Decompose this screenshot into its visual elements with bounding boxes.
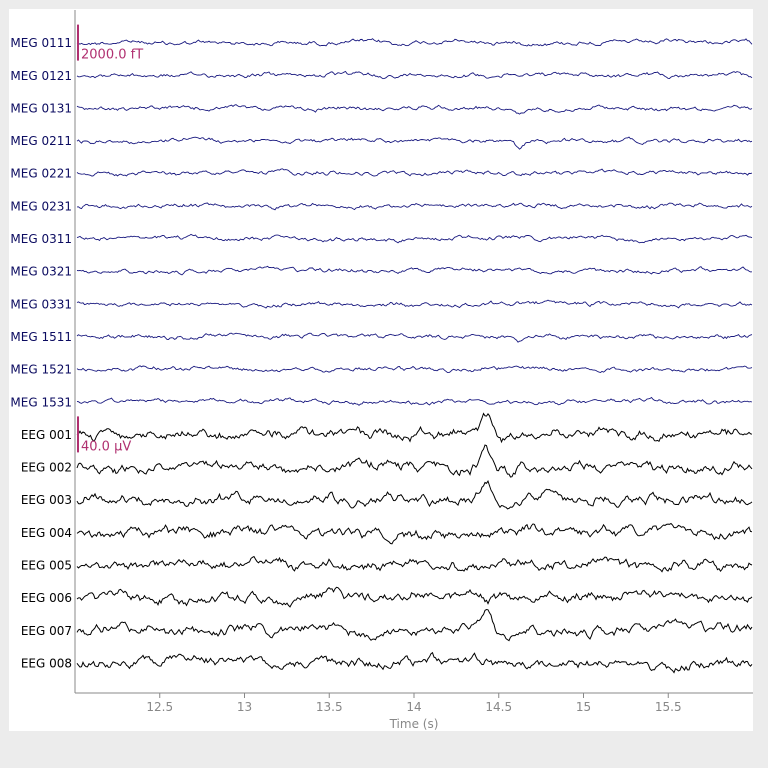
channel-label[interactable]: MEG 1531 <box>10 395 72 409</box>
x-tick-label: 12.5 <box>146 700 173 714</box>
trace-meg-0221 <box>76 168 753 177</box>
trace-meg-0111 <box>76 38 753 47</box>
channel-label[interactable]: MEG 0311 <box>10 232 72 246</box>
trace-eeg-003 <box>76 479 753 510</box>
trace-eeg-005 <box>76 555 753 573</box>
x-axis-label: Time (s) <box>389 717 439 731</box>
channel-label[interactable]: MEG 0211 <box>10 134 72 148</box>
channel-label[interactable]: MEG 0221 <box>10 167 72 181</box>
channel-label[interactable]: EEG 007 <box>21 624 72 638</box>
trace-meg-0321 <box>76 265 753 276</box>
channel-label[interactable]: EEG 008 <box>21 656 72 670</box>
channel-label[interactable]: MEG 0331 <box>10 297 72 311</box>
x-tick-label: 14 <box>406 700 421 714</box>
x-tick-label: 13 <box>237 700 252 714</box>
trace-meg-1531 <box>76 396 753 406</box>
scale-bars: 2000.0 fT 40.0 µV <box>77 24 143 454</box>
trace-meg-1511 <box>76 332 753 343</box>
channel-label[interactable]: MEG 0131 <box>10 101 72 115</box>
channel-label[interactable]: MEG 0231 <box>10 199 72 213</box>
x-tick-label: 15 <box>576 700 591 714</box>
trace-meg-0311 <box>76 233 753 244</box>
channel-label[interactable]: EEG 002 <box>21 461 72 475</box>
channel-label[interactable]: EEG 004 <box>21 526 72 540</box>
channel-label[interactable]: MEG 1521 <box>10 363 72 377</box>
channel-label[interactable]: EEG 003 <box>21 493 72 507</box>
channel-label[interactable]: EEG 001 <box>21 428 72 442</box>
channel-label[interactable]: MEG 0111 <box>10 36 72 50</box>
trace-eeg-008 <box>76 651 753 674</box>
trace-meg-0121 <box>76 70 753 80</box>
x-tick-label: 15.5 <box>655 700 682 714</box>
channel-label[interactable]: EEG 005 <box>21 559 72 573</box>
trace-eeg-006 <box>76 586 753 608</box>
trace-meg-1521 <box>76 365 753 374</box>
trace-meg-0231 <box>76 202 753 211</box>
x-axis: 12.5 13 13.5 14 14.5 15 15.5 Time (s) <box>74 10 753 731</box>
trace-eeg-001 <box>76 412 753 444</box>
channel-labels: MEG 0111 MEG 0121 MEG 0131 MEG 0211 MEG 0221… <box>10 36 72 670</box>
trace-eeg-004 <box>76 522 753 545</box>
channel-label[interactable]: MEG 0321 <box>10 265 72 279</box>
channel-label[interactable]: MEG 1511 <box>10 330 72 344</box>
trace-eeg-007 <box>76 608 753 642</box>
scale-bar-label: 40.0 µV <box>81 439 131 454</box>
x-tick-label: 14.5 <box>485 700 512 714</box>
trace-meg-0331 <box>76 299 753 309</box>
trace-meg-0131 <box>76 104 753 115</box>
trace-eeg-002 <box>76 444 753 478</box>
scale-bar-label: 2000.0 fT <box>81 48 143 63</box>
plot-area <box>76 38 753 674</box>
x-tick-label: 13.5 <box>316 700 343 714</box>
trace-meg-0211 <box>76 136 753 150</box>
channel-label[interactable]: EEG 006 <box>21 591 72 605</box>
channel-label[interactable]: MEG 0121 <box>10 69 72 83</box>
x-ticks: 12.5 13 13.5 14 14.5 15 15.5 <box>146 693 682 714</box>
